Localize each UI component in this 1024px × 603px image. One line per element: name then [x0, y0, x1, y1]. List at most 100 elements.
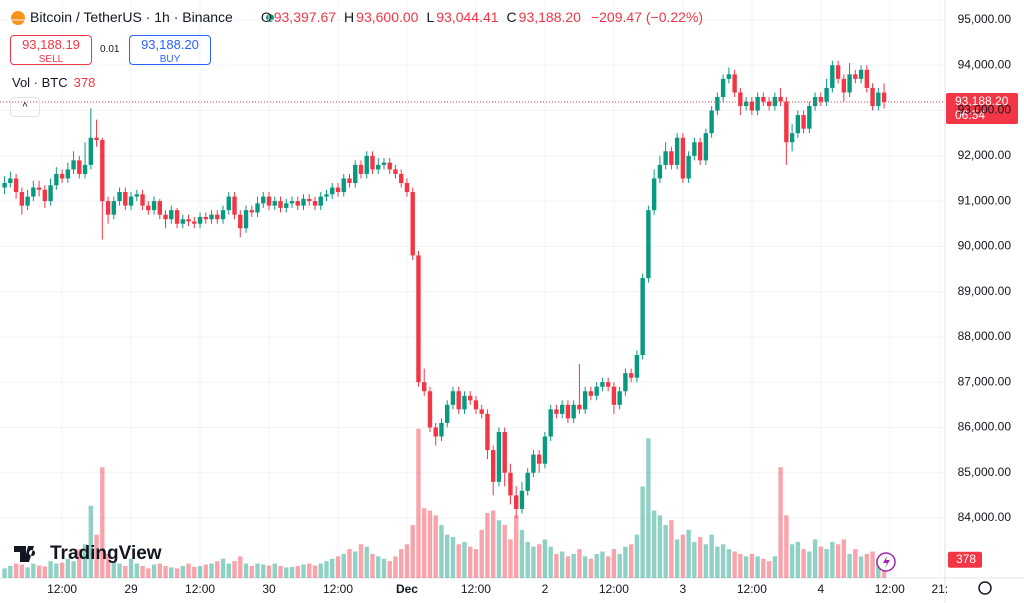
- candle-body: [186, 219, 191, 222]
- change: −209.47 (−0.22%): [590, 9, 704, 25]
- volume-bar: [353, 551, 358, 578]
- candle-body: [220, 210, 226, 220]
- candle-body: [82, 164, 88, 174]
- candle-body: [422, 382, 427, 392]
- candle-body: [605, 382, 611, 387]
- candle-body: [502, 431, 507, 473]
- volume-bar: [536, 544, 542, 578]
- candle-body: [19, 192, 25, 206]
- volume-bar: [720, 544, 726, 578]
- volume-bar: [450, 537, 456, 578]
- candle-body: [312, 201, 318, 206]
- candle-body: [508, 472, 513, 496]
- volume-bar: [71, 561, 76, 578]
- volume-bar: [25, 567, 30, 578]
- buy-button[interactable]: 93,188.20 BUY: [129, 35, 211, 65]
- ohlc-value: 93,188.20: [518, 9, 581, 25]
- x-tick-label: 3: [680, 582, 687, 596]
- candle-body: [36, 187, 42, 190]
- volume-bar: [870, 551, 875, 578]
- candle-body: [381, 162, 387, 165]
- volume-bar: [519, 529, 525, 578]
- candle-body: [519, 490, 525, 509]
- volume-bar: [117, 563, 122, 578]
- volume-bar: [255, 563, 260, 578]
- candle-body: [657, 164, 663, 179]
- legend: Bitcoin / TetherUS · 1h · Binance O 93,39…: [30, 9, 703, 25]
- y-tick-label: 95,000.00: [958, 12, 1012, 26]
- volume-bar: [203, 564, 208, 578]
- volume-bar: [548, 546, 553, 578]
- volume-bar: [812, 539, 818, 578]
- volume-bar: [640, 486, 645, 578]
- candle-body: [669, 151, 674, 165]
- settings-icon[interactable]: [978, 581, 992, 595]
- volume-bar: [278, 565, 283, 578]
- candle-body: [88, 137, 94, 165]
- candle-body: [778, 96, 783, 102]
- spread: 0.01: [100, 44, 120, 55]
- volume-bar: [502, 525, 507, 578]
- ohlc-key: H: [344, 9, 355, 25]
- candle-body: [646, 210, 651, 279]
- volume-bar: [726, 549, 732, 578]
- price-tag-label: 93,188.20: [955, 94, 1009, 108]
- candle-body: [709, 110, 714, 134]
- volume-bar: [416, 428, 421, 578]
- volume-bar: [272, 563, 277, 578]
- volume-bar: [318, 563, 323, 578]
- candle-body: [743, 101, 749, 107]
- volume-bar: [404, 544, 410, 578]
- x-tick-label: 12:00: [323, 582, 353, 596]
- volume-bar: [571, 553, 576, 578]
- candle-body: [559, 404, 565, 414]
- candle-body: [31, 187, 36, 197]
- candle-body: [456, 391, 461, 410]
- candle-body: [634, 355, 640, 378]
- candle-body: [209, 214, 214, 220]
- volume-bar: [565, 556, 571, 578]
- volume-bar: [795, 541, 801, 578]
- volume-bar: [462, 541, 467, 578]
- volume-bar: [853, 549, 858, 578]
- sell-button[interactable]: 93,188.19 SELL: [10, 35, 92, 65]
- candle-body: [48, 185, 53, 202]
- volume-bar: [715, 546, 720, 578]
- candle-body: [105, 201, 111, 215]
- volume-bar: [289, 566, 295, 578]
- candle-body: [307, 198, 312, 202]
- volume-bar: [19, 564, 25, 578]
- candle-body: [123, 192, 128, 206]
- logo-mark: [14, 546, 36, 562]
- volume-bar: [301, 564, 306, 578]
- volume-bar: [59, 562, 65, 578]
- volume-bar: [215, 561, 220, 578]
- volume-bar: [784, 515, 789, 578]
- volume-bar: [220, 558, 226, 578]
- candle-body: [496, 431, 502, 482]
- candle-body: [416, 255, 421, 383]
- collapse-button[interactable]: ^: [10, 97, 40, 117]
- candle-body: [94, 137, 99, 140]
- candle-body: [71, 160, 76, 170]
- candle-body: [686, 155, 691, 179]
- volume-bar: [238, 556, 243, 578]
- candle-body: [238, 214, 243, 229]
- volume-bar: [841, 539, 847, 578]
- logo-text: TradingView: [50, 543, 162, 564]
- volume-bar: [358, 544, 364, 578]
- candle-body: [364, 155, 369, 174]
- volume-bar: [646, 438, 651, 578]
- y-tick-label: 84,000.00: [958, 510, 1012, 524]
- candle-body: [445, 404, 450, 423]
- candle-body: [2, 182, 7, 188]
- volume-bar: [577, 549, 582, 578]
- candle-body: [174, 210, 180, 224]
- candle-body: [749, 101, 755, 111]
- candle-body: [180, 219, 185, 224]
- y-tick-label: 92,000.00: [958, 148, 1012, 162]
- volume-bar: [651, 510, 657, 578]
- y-tick-label: 94,000.00: [958, 57, 1012, 71]
- candle-body: [261, 196, 266, 204]
- alert-icon-bolt: [883, 556, 890, 568]
